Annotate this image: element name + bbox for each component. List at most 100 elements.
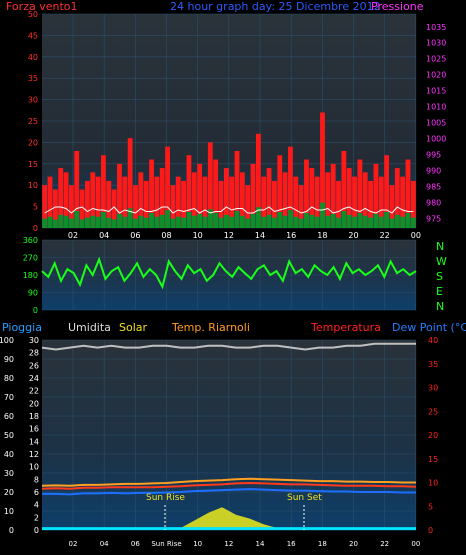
rain-tick-label: 12: [29, 450, 39, 459]
wind-gust-bar: [410, 180, 416, 228]
wind-calm-bar: [68, 218, 74, 228]
time-tick-label: 02: [69, 540, 78, 548]
wind-gust-bar: [352, 176, 357, 228]
wind-gust-bar: [325, 172, 331, 228]
pressure-tick-label: 1005: [426, 119, 446, 128]
temperature-tick-label: 30: [428, 384, 438, 393]
rain-label: Pioggia: [2, 321, 42, 334]
wind-gust-bar: [159, 168, 165, 228]
wind-calm-bar: [250, 213, 256, 228]
pressure-tick-label: 980: [426, 198, 441, 207]
wind-tick-label: 35: [28, 74, 38, 83]
humidity-tick-label: 60: [4, 412, 14, 421]
wind-gust-bar: [202, 176, 208, 228]
wind-calm-bar: [245, 218, 251, 228]
wind-gust-bar: [42, 185, 48, 228]
time-tick-label: 04: [99, 231, 109, 240]
wind-calm-bar: [405, 212, 411, 228]
wind-gust-bar: [74, 150, 80, 228]
wind-calm-bar: [181, 217, 186, 228]
wind-calm-bar: [277, 211, 283, 228]
time-tick-label: 18: [318, 540, 327, 548]
wind-tick-label: 25: [28, 117, 38, 126]
wind-calm-bar: [159, 214, 165, 228]
wind-calm-bar: [191, 215, 197, 228]
wind-calm-bar: [378, 216, 384, 228]
wind-calm-bar: [101, 211, 106, 228]
humidity-tick-label: 40: [4, 450, 14, 459]
wind-calm-bar: [309, 214, 315, 228]
dewpoint-line: [42, 488, 416, 496]
wind-tick-label: 45: [28, 31, 38, 40]
wind-gust-bar: [277, 155, 283, 228]
time-tick-label: 10: [193, 231, 203, 240]
humidity-tick-label: 10: [4, 507, 14, 516]
wind-calm-bar: [52, 219, 58, 228]
solar-area: [42, 507, 416, 530]
temperature-tick-label: 40: [428, 336, 438, 345]
chart-title: 24 hour graph day: 25 Dicembre 2012: [170, 0, 381, 13]
wind-gust-bar: [138, 172, 144, 228]
pressure-tick-label: 975: [426, 214, 441, 223]
rain-tick-label: 0: [34, 526, 39, 535]
wind-calm-bar: [346, 214, 352, 228]
wind-tick-label: 40: [28, 53, 38, 62]
temperature-tick-label: 10: [428, 479, 438, 488]
direction-tick-label: 180: [23, 271, 38, 280]
wind-tick-label: 5: [33, 203, 38, 212]
wind-calm-bar: [95, 216, 101, 228]
wind-gust-bar: [272, 180, 277, 228]
wind-direction-series: [41, 256, 417, 290]
wind-gust-bar: [143, 180, 149, 228]
wind-gust-bar: [368, 180, 373, 228]
time-tick-label: Sun Rise: [151, 540, 181, 548]
wind-gust-bar: [197, 163, 203, 228]
rain-tick-label: 8: [34, 475, 39, 484]
wind-calm-bar: [410, 217, 416, 228]
wind-calm-bar: [90, 215, 96, 228]
wind-calm-bar: [133, 218, 138, 228]
wind-calm-bar: [47, 216, 53, 228]
temperature-tick-label: 35: [428, 360, 438, 369]
wind-calm-bar: [63, 215, 69, 228]
rain-tick-label: 14: [29, 437, 39, 446]
time-tick-label: 08: [161, 231, 171, 240]
wind-calm-bar: [58, 214, 64, 228]
wind-tick-label: 30: [28, 96, 38, 105]
pressure-tick-label: 1000: [426, 135, 446, 144]
pressure-tick-label: 990: [426, 167, 441, 176]
time-tick-label: 02: [68, 231, 78, 240]
wind-calm-bar: [154, 216, 160, 228]
wind-gust-bar: [106, 180, 112, 228]
wind-gust-bar: [175, 176, 181, 228]
wind-calm-bar: [186, 211, 192, 228]
wind-calm-bar: [207, 209, 213, 228]
pressure-tick-label: 1030: [426, 39, 446, 48]
wind-calm-bar: [389, 218, 395, 228]
wind-gust-bar: [111, 189, 117, 228]
wind-calm-bar: [175, 216, 181, 228]
wind-tick-label: 20: [28, 138, 38, 147]
humidity-tick-label: 70: [4, 393, 14, 402]
wind-gust-bar: [320, 112, 325, 228]
dewpoint-label: Dew Point (°C): [392, 321, 466, 334]
direction-tick-label: 90: [28, 289, 38, 298]
time-tick-label: 20: [349, 540, 358, 548]
humidity-tick-label: 0: [9, 526, 14, 535]
wind-calm-bar: [255, 207, 261, 228]
temperature-line: [41, 481, 417, 490]
wind-gust-bar: [261, 176, 267, 228]
wind-calm-bar: [288, 210, 293, 228]
pressure-tick-label: 1020: [426, 71, 446, 80]
wind-direction-axis: 0 90 180 270 360: [23, 236, 38, 315]
wind-calm-bar: [229, 216, 235, 228]
wind-calm-bar: [218, 217, 224, 228]
wind-calm-bar: [373, 213, 379, 228]
humidity-tick-label: 20: [4, 488, 14, 497]
wind-gust-bar: [47, 176, 53, 228]
wind-gust-bar: [288, 146, 293, 228]
wind-gust-bar: [330, 163, 336, 228]
rain-tick-label: 18: [29, 412, 39, 421]
time-tick-label: 12: [224, 540, 233, 548]
